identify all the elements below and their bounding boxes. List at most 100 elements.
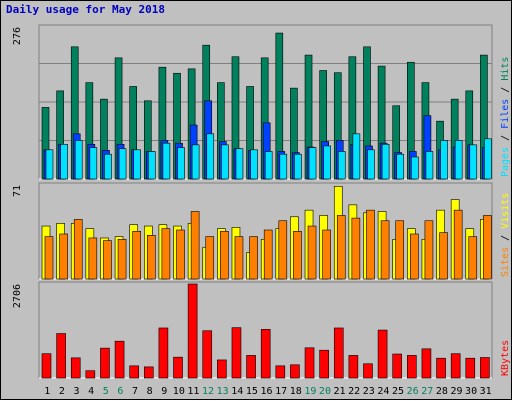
kbytes-bar bbox=[129, 365, 139, 379]
pages-bar bbox=[440, 140, 448, 180]
kbytes-bar bbox=[85, 370, 96, 379]
pages-bar bbox=[221, 144, 229, 180]
kbytes-bar bbox=[187, 283, 198, 379]
kbytes-bar bbox=[143, 366, 154, 379]
pages-bar bbox=[60, 144, 68, 180]
x-tick-label: 10 bbox=[173, 386, 185, 397]
sites-bar bbox=[278, 220, 288, 280]
kbytes-bar bbox=[421, 348, 432, 379]
pages-bar bbox=[425, 151, 434, 180]
pages-bar bbox=[381, 144, 390, 180]
pages-bar bbox=[294, 153, 302, 180]
sites-bar bbox=[234, 236, 244, 280]
sites-bar bbox=[88, 237, 98, 280]
kbytes-bar bbox=[217, 359, 227, 379]
y-max-label-3: 2706 bbox=[12, 284, 23, 308]
x-tick-label: 29 bbox=[450, 386, 462, 397]
x-tick-label: 14 bbox=[231, 386, 243, 397]
kbytes-bar bbox=[260, 329, 271, 379]
kbytes-bar bbox=[246, 355, 256, 379]
sites-bar bbox=[468, 236, 478, 280]
sites-bar bbox=[103, 240, 112, 280]
kbytes-bar bbox=[114, 340, 125, 379]
pages-bar bbox=[250, 149, 258, 180]
x-tick-label: 21 bbox=[334, 386, 346, 397]
pages-bar bbox=[484, 138, 492, 180]
x-tick-label: 9 bbox=[161, 386, 167, 397]
pages-bar bbox=[147, 151, 156, 180]
x-tick-label: 22 bbox=[348, 386, 360, 397]
sites-bar bbox=[395, 220, 405, 280]
x-tick-label: 30 bbox=[465, 386, 477, 397]
x-tick-label: 16 bbox=[260, 386, 272, 397]
x-tick-label: 15 bbox=[246, 386, 258, 397]
x-tick-label: 19 bbox=[304, 386, 316, 397]
kbytes-bar bbox=[304, 347, 315, 379]
kbytes-bar bbox=[436, 357, 446, 379]
kbytes-bar bbox=[392, 353, 403, 379]
x-tick-label: 27 bbox=[421, 386, 433, 397]
pages-bar bbox=[45, 149, 54, 180]
sites-bar bbox=[132, 231, 141, 280]
sites-bar bbox=[263, 229, 273, 280]
x-tick-label: 3 bbox=[74, 386, 80, 397]
pages-bar bbox=[235, 148, 244, 180]
kbytes-bar bbox=[465, 357, 476, 379]
sites-bar bbox=[483, 215, 492, 280]
pages-bar bbox=[162, 142, 171, 180]
pages-bar bbox=[308, 147, 317, 180]
x-tick-label: 12 bbox=[202, 386, 214, 397]
kbytes-bar bbox=[275, 365, 286, 379]
x-tick-label: 25 bbox=[392, 386, 404, 397]
x-tick-label: 23 bbox=[363, 386, 375, 397]
sites-bar bbox=[220, 231, 229, 280]
x-tick-label: 4 bbox=[88, 386, 94, 397]
x-tick-label: 17 bbox=[275, 386, 287, 397]
side-label-pages: Pages bbox=[500, 147, 511, 177]
kbytes-bar bbox=[202, 330, 213, 379]
sites-bar bbox=[59, 233, 68, 280]
sites-bar bbox=[205, 236, 215, 280]
sites-bar bbox=[146, 235, 156, 280]
kbytes-bar bbox=[450, 353, 461, 379]
kbytes-bar bbox=[290, 364, 300, 379]
x-tick-label: 6 bbox=[117, 386, 123, 397]
pages-bar bbox=[367, 149, 375, 180]
sites-bar bbox=[453, 209, 463, 280]
sites-bar bbox=[73, 219, 83, 280]
sites-bar bbox=[336, 215, 346, 280]
y-max-label-1: 276 bbox=[12, 27, 23, 45]
pages-bar bbox=[133, 149, 141, 180]
sites-bar bbox=[439, 232, 448, 280]
side-label-3: KBytes bbox=[500, 340, 511, 376]
kbytes-bar bbox=[377, 329, 388, 379]
pages-bar bbox=[89, 147, 98, 180]
pages-bar bbox=[454, 140, 463, 180]
kbytes-bar bbox=[348, 355, 359, 379]
sites-bar bbox=[44, 236, 54, 280]
pages-bar bbox=[323, 145, 331, 180]
pages-bar bbox=[352, 133, 361, 180]
x-tick-label: 5 bbox=[103, 386, 109, 397]
kbytes-bar bbox=[100, 347, 110, 379]
pages-bar bbox=[396, 153, 405, 180]
sites-bar bbox=[410, 233, 419, 280]
pages-bar bbox=[74, 140, 83, 180]
sites-bar bbox=[424, 220, 434, 280]
sites-bar bbox=[190, 211, 200, 280]
side-label-kbytes: KBytes bbox=[500, 340, 511, 376]
x-tick-label: 11 bbox=[187, 386, 199, 397]
side-label-visits: Visits bbox=[500, 193, 511, 229]
sites-bar bbox=[351, 217, 361, 280]
sites-bar bbox=[117, 238, 127, 280]
sites-bar bbox=[249, 236, 258, 280]
sites-bar bbox=[380, 220, 390, 280]
sites-bar bbox=[307, 225, 317, 280]
kbytes-bar bbox=[173, 356, 183, 379]
chart-title: Daily usage for May 2018 bbox=[6, 3, 165, 16]
pages-bar bbox=[337, 151, 346, 180]
side-label-hits: Hits bbox=[500, 57, 511, 81]
kbytes-bar bbox=[407, 355, 417, 379]
x-tick-label: 1 bbox=[44, 386, 50, 397]
